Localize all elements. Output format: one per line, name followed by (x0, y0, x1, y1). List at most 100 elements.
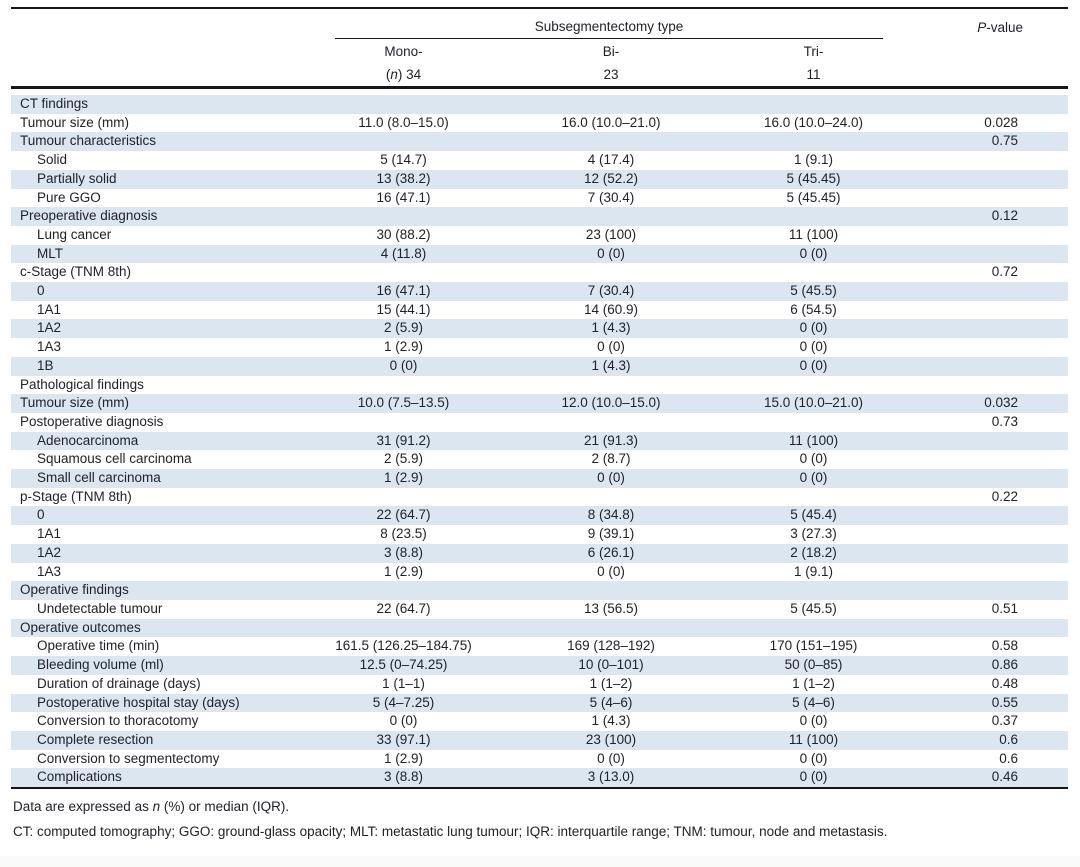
row-label-cell: 1B (11, 356, 311, 376)
tri-value-cell: 0 (0) (799, 750, 828, 766)
column-count-mono: (n) 34 (311, 63, 496, 89)
p-value-cell: 0.6 (999, 750, 1018, 766)
tri-value-cell: 3 (27.3) (790, 526, 837, 542)
row-label-cell: Operative findings (11, 581, 311, 600)
mono-value-cell: 31 (91.2) (311, 431, 496, 451)
row-label-cell: Pathological findings (20, 376, 144, 392)
tri-value-cell: 5 (45.4) (726, 506, 901, 526)
p-value-cell: 0.48 (991, 675, 1018, 691)
mono-value-cell: 8 (23.5) (380, 526, 427, 542)
p-value-cell: 0.55 (901, 693, 1068, 713)
tri-value-cell (726, 132, 901, 152)
row-label-cell: Tumour characteristics (11, 132, 311, 152)
row-label-cell: CT findings (11, 95, 311, 114)
tri-value-cell: 11 (100) (788, 226, 839, 242)
table-row: Small cell carcinoma 1 (2.9) 0 (0) 0 (0) (11, 469, 1068, 488)
table-row: 1B 0 (0) 1 (4.3) 0 (0) (11, 356, 1068, 376)
row-label-cell: p-Stage (TNM 8th) (20, 488, 132, 504)
tri-value-cell (726, 376, 901, 395)
tri-value-cell: 0 (0) (726, 469, 901, 488)
footnote-abbreviations: CT: computed tomography; GGO: ground-gla… (13, 824, 888, 840)
tri-value-cell: 5 (45.45) (786, 189, 841, 205)
bi-value-cell: 10 (0–101) (496, 656, 726, 675)
p-value-cell: 0.46 (901, 768, 1068, 789)
mono-value-cell (311, 207, 496, 226)
column-count-bi: 23 (496, 63, 726, 89)
tri-value-cell: 1 (9.1) (793, 152, 834, 168)
tri-value-cell: 5 (45.5) (726, 282, 901, 301)
table-row: Complete resection 33 (97.1) 23 (100) 11 (1… (11, 730, 1068, 750)
p-value-cell (901, 376, 1068, 395)
p-value-cell (901, 189, 1068, 208)
tri-value-cell: 16.0 (10.0–24.0) (763, 114, 864, 130)
tri-value-cell: 0 (0) (799, 451, 828, 467)
mono-value-cell (311, 95, 496, 114)
tri-value-cell: 170 (151–195) (769, 638, 858, 654)
table-row: 1A2 3 (8.8) 6 (26.1) 2 (18.2) (11, 543, 1068, 563)
bi-value-cell: 16.0 (10.0–21.0) (561, 114, 661, 130)
mono-value-cell: 22 (64.7) (311, 506, 496, 526)
mono-value-cell: 13 (38.2) (311, 169, 496, 189)
tri-value-cell (726, 413, 901, 432)
mono-value-cell: 16 (47.1) (311, 282, 496, 301)
row-label-cell: Conversion to segmentectomy (37, 750, 220, 766)
row-label-cell: Duration of drainage (days) (37, 675, 201, 691)
p-value-cell (901, 431, 1068, 451)
bi-value-cell (496, 376, 726, 395)
table-body: CT findings Tumour size (mm) 11.0 (8.0–15.… (11, 88, 1068, 789)
p-value-cell (901, 244, 1068, 264)
mono-value-cell: 3 (8.8) (311, 543, 496, 563)
row-label-cell: Operative outcomes (11, 618, 311, 638)
row-label-cell: 1A2 (11, 319, 311, 339)
mono-value-cell: 3 (8.8) (311, 768, 496, 789)
mono-value-cell: 0 (0) (389, 713, 418, 729)
table-row: 1A2 2 (5.9) 1 (4.3) 0 (0) (11, 319, 1068, 339)
row-label-cell: Lung cancer (37, 226, 112, 242)
table-row: Operative findings (11, 581, 1068, 600)
group-header-cell: Subsegmentectomy type (311, 8, 901, 39)
tri-value-cell (726, 618, 901, 638)
mono-value-cell (311, 488, 496, 507)
p-value-cell: 0.22 (991, 488, 1018, 504)
bi-value-cell: 1 (1–2) (589, 675, 633, 691)
p-value-cell (901, 95, 1068, 114)
row-label-cell: Tumour size (mm) (20, 114, 130, 130)
table-row: 1A1 8 (23.5) 9 (39.1) 3 (27.3) (11, 525, 1068, 544)
mono-value-cell: 1 (2.9) (383, 339, 424, 355)
footnote-data-expression: Data are expressed as n (%) or median (I… (13, 799, 290, 815)
row-label-cell: 1A3 (37, 563, 62, 579)
column-header-mono: Mono- (384, 43, 423, 59)
table-row: Operative outcomes (11, 618, 1068, 638)
bi-value-cell: 1 (4.3) (591, 713, 631, 729)
tri-value-cell: 0 (0) (799, 713, 828, 729)
mono-value-cell (311, 376, 496, 395)
p-value-cell (901, 151, 1068, 170)
table-row: c-Stage (TNM 8th) 0.72 (11, 263, 1068, 282)
bi-value-cell: 12.0 (10.0–15.0) (496, 394, 726, 413)
p-value-cell (901, 319, 1068, 339)
mono-value-cell (311, 618, 496, 638)
bi-value-cell: 3 (13.0) (496, 768, 726, 789)
mono-value-cell: 1 (2.9) (383, 750, 424, 766)
row-label-cell: c-Stage (TNM 8th) (20, 264, 132, 280)
mono-value-cell: 1 (2.9) (383, 563, 424, 579)
p-value-cell: 0.72 (991, 264, 1018, 280)
p-value-cell: 0.75 (901, 132, 1068, 152)
p-value-cell (901, 226, 1068, 245)
p-value-cell: 0.032 (901, 394, 1068, 413)
p-value-cell (901, 169, 1068, 189)
header-spacer-cell (901, 39, 1068, 63)
row-label-cell: 1A3 (37, 339, 62, 355)
p-value-cell: 0.58 (991, 638, 1018, 654)
bi-value-cell: 21 (91.3) (496, 431, 726, 451)
table-row: p-Stage (TNM 8th) 0.22 (11, 488, 1068, 507)
row-label-cell: Undetectable tumour (37, 600, 163, 616)
bi-value-cell: 2 (8.7) (591, 451, 631, 467)
p-value-cell: 0.37 (991, 713, 1018, 729)
p-value-cell: 0.86 (901, 656, 1068, 675)
mono-value-cell: 2 (5.9) (383, 451, 424, 467)
row-label-cell: 0 (11, 282, 311, 301)
table-row: 1A1 15 (44.1) 14 (60.9) 6 (54.5) (11, 301, 1068, 320)
p-value-cell (901, 338, 1068, 357)
bi-value-cell: 8 (34.8) (496, 506, 726, 526)
